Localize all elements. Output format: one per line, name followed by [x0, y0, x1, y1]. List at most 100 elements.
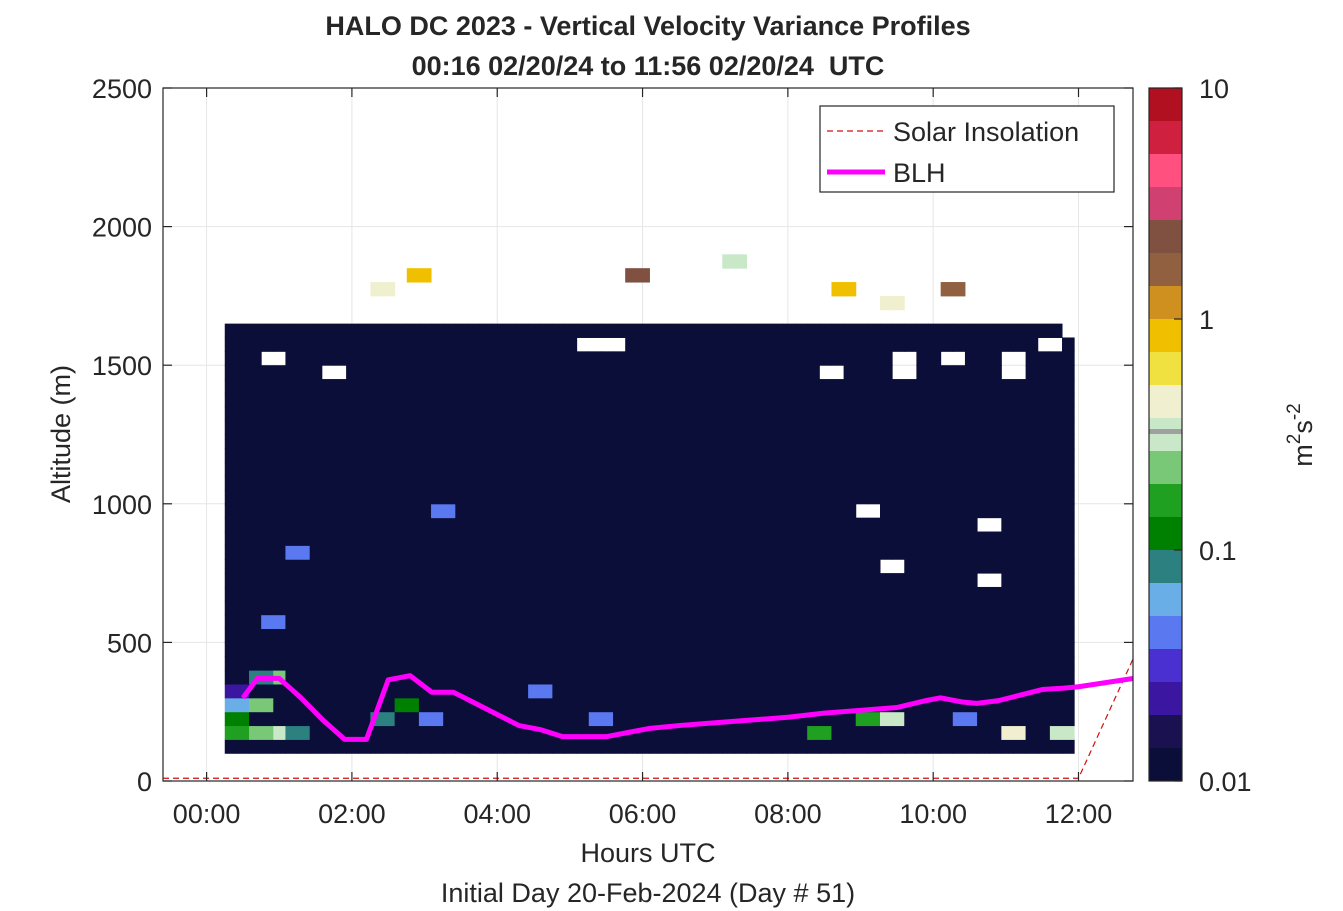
heatmap-cell [770, 517, 784, 533]
heatmap-cell [782, 531, 796, 546]
heatmap-cell [600, 420, 614, 435]
heatmap-cell [685, 503, 699, 519]
heatmap-cell [710, 670, 723, 685]
heatmap-cell [600, 323, 614, 338]
heatmap-cell [1049, 351, 1063, 366]
heatmap-cell [600, 670, 614, 685]
heatmap-cell [855, 586, 869, 602]
heatmap-cell [455, 628, 468, 643]
heatmap-cell [673, 420, 687, 435]
heatmap-cell [540, 406, 553, 422]
heatmap-cell [831, 545, 845, 560]
heatmap-cell [795, 365, 808, 380]
heatmap-cell [613, 711, 626, 727]
heatmap-cell [1025, 365, 1039, 380]
heatmap-cell [297, 462, 311, 477]
heatmap-cell [977, 683, 990, 699]
heatmap-cell [406, 434, 420, 449]
heatmap-cell [940, 323, 954, 338]
heatmap-cell [406, 614, 420, 630]
heatmap-cell [795, 697, 808, 713]
heatmap-cell [697, 503, 711, 519]
legend[interactable]: Solar Insolation BLH [819, 105, 1115, 193]
heatmap-cell [515, 337, 529, 352]
heatmap-cell [795, 739, 808, 754]
heatmap-cell [746, 351, 760, 366]
heatmap-cell [807, 600, 820, 616]
heatmap-cell [249, 337, 262, 352]
plot-frame [162, 87, 1134, 782]
heatmap-cell [552, 711, 566, 727]
heatmap-cell [613, 600, 626, 616]
heatmap-cell [661, 503, 675, 519]
heatmap-cell [855, 711, 869, 727]
heatmap-cell [904, 614, 917, 630]
heatmap-cell [685, 559, 699, 574]
heatmap-cell [576, 545, 590, 560]
heatmap-cell [467, 365, 481, 380]
heatmap-cell [807, 420, 820, 435]
heatmap-cell [1025, 531, 1039, 546]
heatmap-cell [540, 600, 553, 616]
heatmap-cell [964, 642, 978, 657]
heatmap-cell [491, 365, 505, 380]
heatmap-cell [807, 517, 820, 533]
heatmap-cell [940, 642, 954, 657]
heatmap-cell [795, 323, 808, 338]
heatmap-cell [479, 517, 493, 533]
heatmap-cell [782, 683, 796, 699]
heatmap-cell [455, 365, 468, 380]
heatmap-cell [661, 642, 675, 657]
heatmap-cell [649, 739, 663, 754]
heatmap-cell [892, 295, 905, 311]
heatmap-cell [261, 379, 274, 394]
heatmap-cell [989, 462, 1002, 477]
heatmap-cell [964, 739, 978, 754]
heatmap-cell [977, 476, 990, 491]
heatmap-cell [552, 614, 566, 630]
heatmap-cell [697, 420, 711, 435]
heatmap-cell [588, 683, 602, 699]
heatmap-cell [1025, 656, 1039, 671]
heatmap-cell [710, 614, 723, 630]
heatmap-cell [503, 489, 517, 505]
heatmap-cell [503, 503, 517, 519]
heatmap-cell [964, 434, 978, 449]
heatmap-cell [734, 600, 748, 616]
heatmap-cell [358, 739, 371, 754]
heatmap-cell [321, 489, 335, 505]
heatmap-cell [528, 559, 541, 574]
heatmap-cell [333, 476, 347, 491]
heatmap-cell [940, 420, 954, 435]
heatmap-cell [297, 531, 311, 546]
heatmap-cell [637, 697, 650, 713]
heatmap-cell [697, 337, 711, 352]
heatmap-cell [540, 683, 553, 699]
heatmap-cell [273, 545, 286, 560]
heatmap-cell [734, 697, 748, 713]
heatmap-cell [406, 268, 420, 283]
heatmap-cell [1049, 379, 1063, 394]
heatmap-cell [928, 670, 942, 685]
chart-subtitle: 00:16 02/20/24 to 11:56 02/20/24 UTC [412, 51, 885, 81]
heatmap-cell [309, 683, 323, 699]
heatmap-cell [333, 337, 347, 352]
heatmap-cell [406, 379, 420, 394]
heatmap-cell [1001, 476, 1014, 491]
heatmap-cell [346, 337, 359, 352]
heatmap-cell [880, 739, 893, 754]
heatmap-cell [564, 503, 578, 519]
heatmap-cell [1025, 351, 1039, 366]
heatmap-cell [904, 531, 917, 546]
heatmap-cell [394, 406, 408, 422]
heatmap-cell [443, 406, 456, 422]
heatmap-cell [892, 545, 905, 560]
heatmap-cell [515, 559, 529, 574]
heatmap-cell [552, 642, 566, 657]
heatmap-cell [515, 476, 529, 491]
heatmap-cell [297, 517, 311, 533]
heatmap-cell [1013, 531, 1027, 546]
heatmap-cell [843, 406, 857, 422]
heatmap-cell [261, 517, 274, 533]
